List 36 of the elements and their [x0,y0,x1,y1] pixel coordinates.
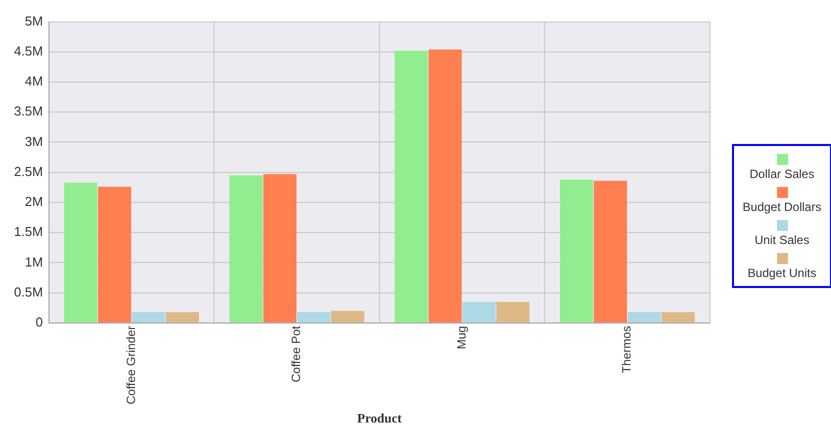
bar [64,182,98,322]
y-tick-label: 3.5M [14,104,43,119]
y-tick-label: 0 [36,314,43,330]
legend-label: Budget Units [746,266,818,280]
bar [560,180,594,322]
y-tick-label: 0.5M [14,284,43,300]
bar [263,174,296,322]
legend-label: Dollar Sales [748,167,816,181]
bar [297,312,330,322]
y-tick-label: 2M [24,194,43,210]
legend-label: Unit Sales [754,233,810,247]
legend-label: Budget Dollars [742,200,822,214]
y-tick-label: 5M [24,13,43,28]
bar [132,312,166,322]
y-tick-label: 4M [24,74,43,89]
bar [331,310,364,322]
bar [394,50,428,322]
y-tick-label: 3M [24,134,43,149]
bar [628,312,661,322]
bar [166,312,199,322]
bar [462,302,496,322]
y-tick-label: 1M [24,254,43,270]
x-tick-label: Mug [454,326,468,350]
x-tick-label: Coffee Grinder [124,326,138,404]
y-tick-label: 1.5M [14,224,43,240]
bar [594,180,628,322]
x-tick-label: Thermos [620,326,634,374]
bar [662,312,695,322]
y-tick-label: 4.5M [14,43,43,58]
bar [428,50,462,322]
x-tick-label: Coffee Pot [289,325,304,382]
bar [229,175,263,322]
y-tick-label: 2.5M [14,164,43,179]
bar [496,302,530,322]
bar [98,186,132,322]
x-axis-title: Product [357,410,402,426]
